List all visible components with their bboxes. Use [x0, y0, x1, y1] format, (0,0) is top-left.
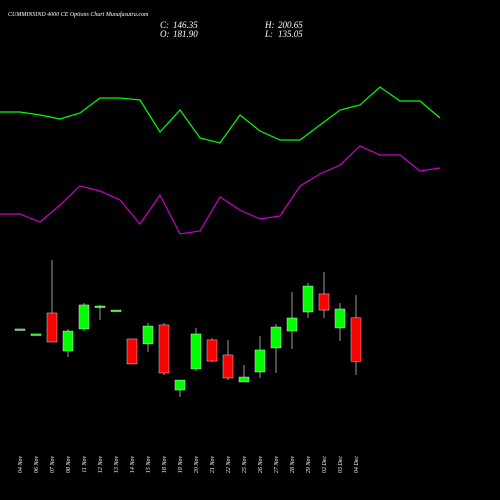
x-tick-label: 03 Dec [338, 456, 344, 473]
x-tick-label: 18 Nov [162, 456, 168, 474]
x-tick-label: 12 Nov [98, 456, 104, 474]
candle-body [254, 349, 266, 373]
candle-body [142, 325, 154, 345]
candle-body [334, 308, 346, 329]
candle-body [46, 312, 58, 343]
candle-body [62, 330, 74, 352]
candle-body [78, 304, 90, 330]
x-tick-label: 28 Nov [290, 456, 296, 474]
x-tick-label: 26 Nov [258, 456, 264, 474]
header-value: 181.90 [173, 29, 198, 39]
header-name: L: [264, 29, 273, 39]
candle-body [222, 354, 234, 379]
candle-body [302, 285, 314, 313]
x-tick-label: 21 Nov [210, 456, 216, 474]
candle-body [286, 317, 298, 332]
candle-body [94, 305, 106, 308]
x-tick-label: 11 Nov [82, 456, 88, 473]
candle-body [190, 333, 202, 370]
x-tick-label: 20 Nov [194, 456, 200, 474]
x-tick-label: 25 Nov [242, 456, 248, 474]
header-name: C: [160, 20, 169, 30]
x-tick-label: 04 Dec [353, 456, 360, 473]
indicator-line [0, 145, 441, 235]
candle-body [270, 326, 282, 349]
indicator-line [0, 86, 441, 144]
chart-title: CUMMINSIND 4000 CE Options Chart Munafas… [8, 11, 149, 18]
candle-body [158, 324, 170, 374]
x-tick-label: 15 Nov [146, 456, 152, 474]
x-tick-label: 19 Nov [178, 456, 184, 474]
header-value: 200.65 [278, 20, 303, 30]
x-tick-label: 02 Dec [322, 456, 328, 473]
candle-body [110, 309, 122, 312]
candle-body [350, 317, 362, 362]
x-tick-label: 04 Nov [17, 456, 24, 474]
candle-body [206, 339, 218, 362]
x-tick-label: 29 Nov [306, 456, 312, 474]
candle-body [318, 293, 330, 311]
candle-body [174, 379, 186, 391]
candle-body [126, 338, 138, 365]
x-tick-label: 14 Nov [129, 456, 136, 474]
candle-body [238, 376, 250, 383]
x-tick-label: 07 Nov [50, 456, 56, 474]
candle-body [30, 333, 42, 336]
header-value: 146.35 [173, 20, 198, 30]
x-tick-label: 06 Nov [34, 456, 40, 474]
candle-body [14, 328, 26, 331]
header-name: H: [264, 20, 275, 30]
x-tick-label: 13 Nov [114, 456, 120, 474]
header-value: 135.05 [278, 29, 303, 39]
header-name: O: [160, 29, 170, 39]
x-tick-label: 08 Nov [66, 456, 72, 474]
x-tick-label: 27 Nov [274, 456, 280, 474]
x-tick-label: 22 Nov [226, 456, 232, 474]
